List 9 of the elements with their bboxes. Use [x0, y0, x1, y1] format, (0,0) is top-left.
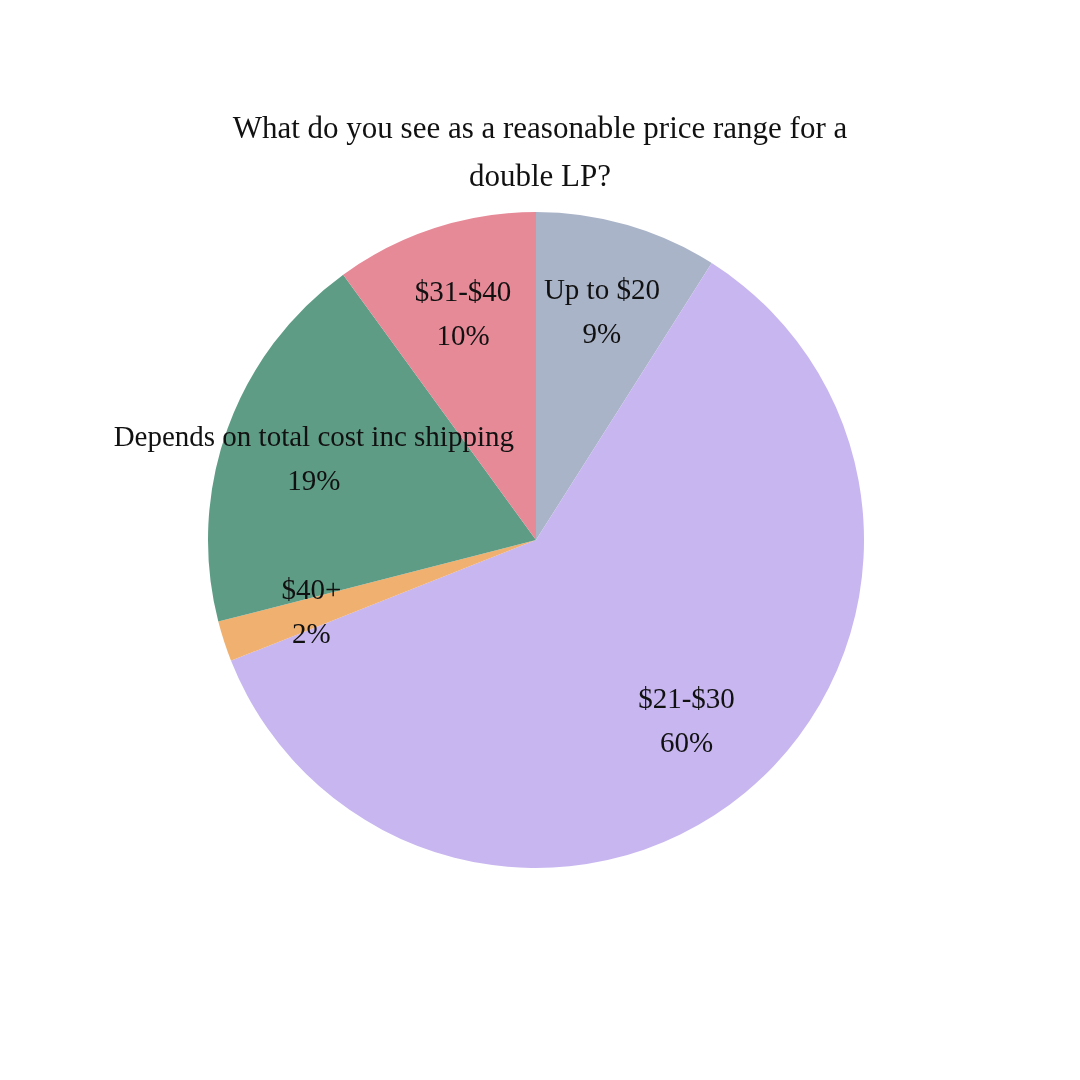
slice-label: Up to $20 — [543, 272, 660, 305]
data-label: 60% — [659, 725, 714, 758]
chart-title: What do you see as a reasonable price range for a double LP? — [231, 109, 849, 195]
slice-label: $31-$40 — [414, 275, 512, 308]
data-label: 10% — [436, 319, 490, 352]
slice-label: $21-$30 — [638, 681, 735, 714]
slice-label: $40+ — [281, 572, 342, 605]
data-label: 19% — [287, 463, 341, 496]
data-label: 9% — [582, 316, 622, 349]
